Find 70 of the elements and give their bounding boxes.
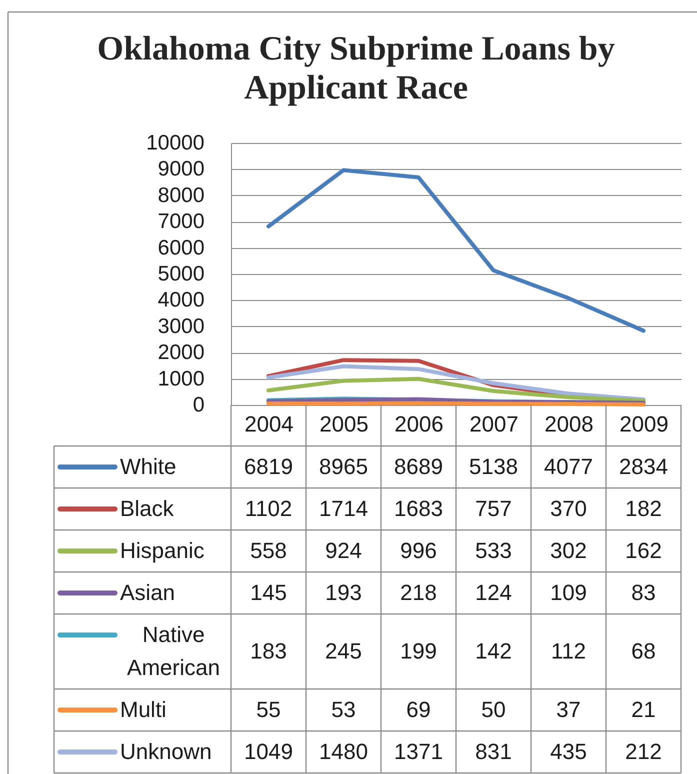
- legend-label: White: [120, 454, 176, 479]
- data-label: 6819: [244, 454, 293, 479]
- y-tick-label: 4000: [158, 288, 204, 312]
- data-label: 1480: [319, 739, 368, 764]
- data-label: 1102: [244, 496, 292, 521]
- legend-label: Multi: [120, 697, 166, 722]
- x-tick-label: 2006: [394, 412, 444, 436]
- data-label: 1683: [394, 496, 443, 521]
- y-tick-label: 9000: [158, 158, 204, 181]
- data-label: 8965: [319, 454, 368, 479]
- data-label: 212: [625, 739, 662, 764]
- y-tick-label: 6000: [158, 236, 204, 260]
- y-tick-label: 10000: [146, 132, 204, 154]
- data-label: 5138: [469, 454, 518, 479]
- data-label: 53: [331, 697, 356, 722]
- x-tick-label: 2008: [544, 412, 594, 436]
- x-tick-label: 2004: [244, 412, 294, 436]
- y-tick-label: 3000: [158, 314, 204, 338]
- data-label: 145: [250, 580, 287, 605]
- data-label: 218: [400, 580, 437, 605]
- y-tick-label: 8000: [158, 184, 204, 207]
- data-label: 435: [550, 739, 587, 764]
- data-label: 68: [631, 638, 656, 664]
- y-tick-label: 0: [192, 394, 204, 416]
- data-label: 109: [550, 580, 587, 605]
- data-label: 142: [475, 638, 512, 664]
- data-label: 1714: [319, 496, 368, 521]
- data-label: 533: [475, 538, 512, 563]
- legend-label: Hispanic: [120, 538, 204, 563]
- y-tick-label: 7000: [158, 210, 204, 234]
- data-label: 2834: [619, 454, 668, 479]
- chart-title: Oklahoma City Subprime Loans by Applicant Race: [97, 30, 615, 106]
- legend-label: Unknown: [120, 739, 212, 764]
- line-series: [266, 376, 646, 403]
- line-series: [266, 168, 646, 333]
- data-label: 112: [550, 638, 586, 664]
- legend-label: Native American: [127, 622, 220, 680]
- data-label: 1049: [244, 739, 293, 764]
- line-series: [266, 364, 646, 402]
- data-label: 69: [406, 697, 431, 722]
- data-label: 757: [475, 496, 512, 521]
- data-label: 83: [631, 580, 656, 605]
- data-label: 55: [256, 697, 281, 722]
- legend-label: Asian: [120, 580, 176, 605]
- x-tick-label: 2005: [320, 412, 368, 436]
- data-label: 370: [550, 496, 587, 521]
- data-label: 21: [631, 697, 656, 722]
- x-tick-label: 2007: [470, 412, 518, 436]
- data-label: 37: [556, 697, 581, 722]
- y-tick-label: 1000: [158, 367, 204, 390]
- data-label: 124: [475, 580, 512, 605]
- y-tick-label: 5000: [158, 262, 204, 286]
- data-label: 558: [250, 538, 287, 563]
- data-label: 924: [325, 538, 362, 563]
- x-tick-label: 2009: [620, 412, 668, 436]
- data-label: 193: [325, 580, 362, 605]
- data-label: 8689: [394, 454, 443, 479]
- data-label: 996: [400, 538, 437, 563]
- data-label: 245: [325, 638, 362, 664]
- data-label: 4077: [544, 454, 593, 479]
- data-label: 50: [481, 697, 506, 722]
- legend-label: Black: [120, 496, 175, 521]
- data-label: 162: [625, 538, 662, 563]
- data-label: 199: [400, 638, 437, 664]
- data-label: 302: [550, 538, 587, 563]
- data-label: 183: [250, 638, 287, 664]
- y-tick-label: 2000: [158, 341, 204, 364]
- data-label: 831: [475, 739, 512, 764]
- data-label: 1371: [394, 739, 443, 764]
- data-label: 182: [625, 496, 662, 521]
